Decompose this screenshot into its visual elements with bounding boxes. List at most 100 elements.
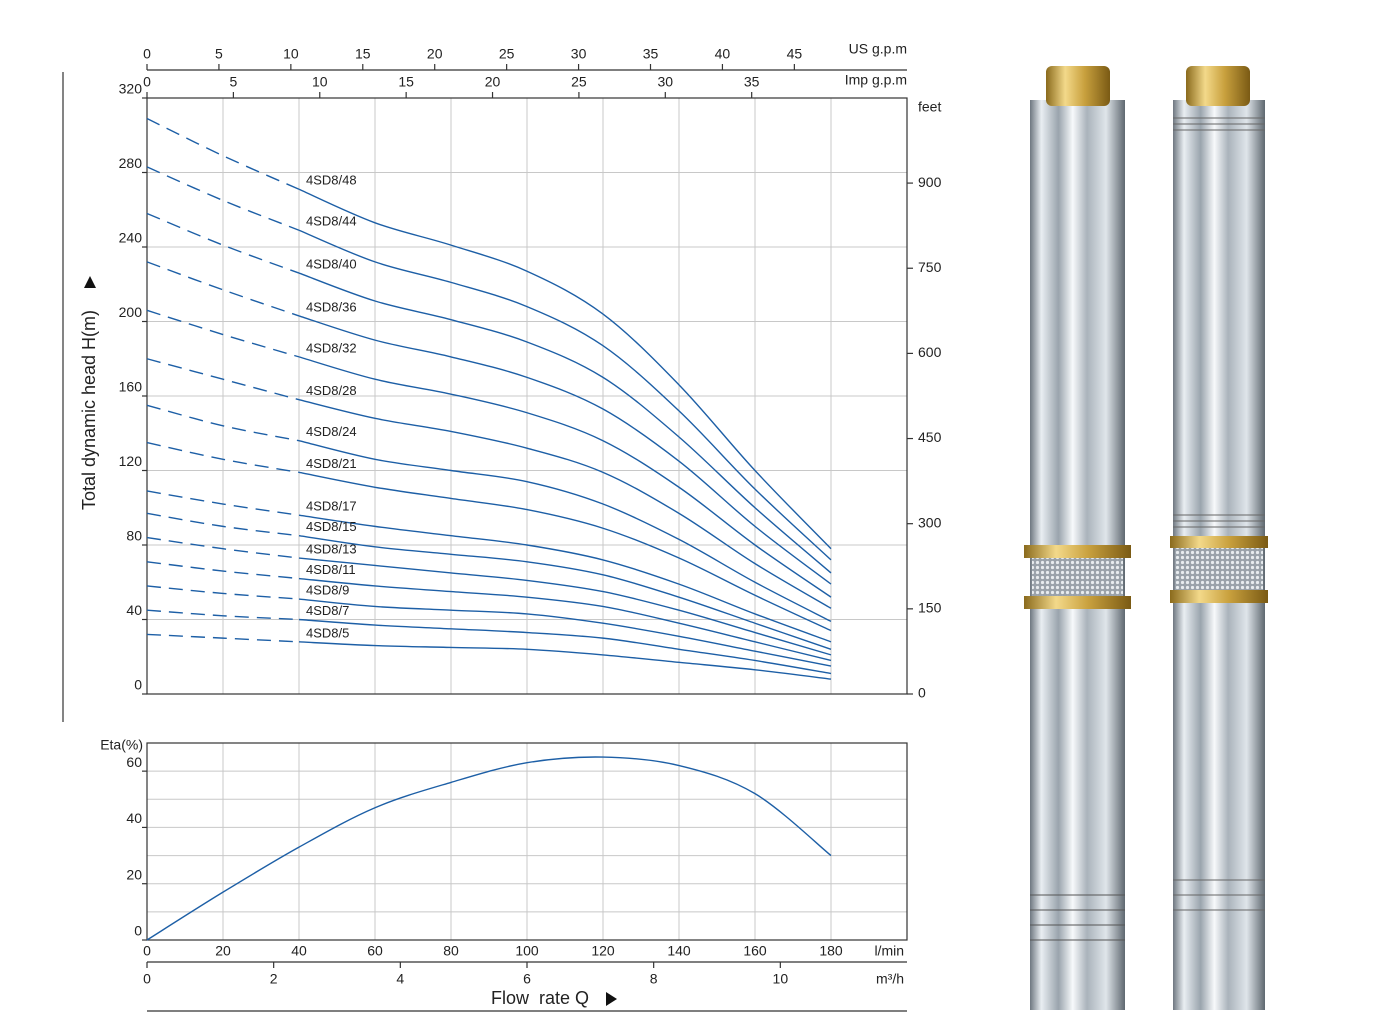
curve <box>298 641 832 680</box>
top-tick-label: 10 <box>312 74 328 90</box>
curve <box>298 315 832 585</box>
x-tick-label: 80 <box>443 943 459 959</box>
curve-label: 4SD8/9 <box>306 582 349 597</box>
top-tick-label: 15 <box>398 74 414 90</box>
x-tick-label: 140 <box>667 943 691 959</box>
top-tick-label: 20 <box>427 46 443 62</box>
x2-tick-label: 8 <box>650 971 658 987</box>
pump-head <box>1186 66 1250 106</box>
pump-ring <box>1170 590 1268 603</box>
y2-tick-label: 300 <box>918 514 942 530</box>
pump-ring <box>1024 545 1131 558</box>
y2-tick-label: 0 <box>918 685 926 701</box>
curve-label: 4SD8/36 <box>306 299 357 314</box>
curve <box>298 229 832 561</box>
curve <box>146 609 300 621</box>
curve <box>298 188 832 550</box>
y-axis-title: Total dynamic head H(m) <box>79 310 99 510</box>
top-tick-label: 40 <box>715 46 731 62</box>
y-tick-label: 80 <box>126 528 142 544</box>
curve-label: 4SD8/7 <box>306 603 349 618</box>
curve <box>298 399 832 609</box>
curve <box>298 272 832 574</box>
curve <box>146 309 300 358</box>
y2-tick-label: 750 <box>918 259 942 275</box>
pump-ring <box>1024 596 1131 609</box>
top-tick-label: 0 <box>143 74 151 90</box>
curve <box>146 441 300 474</box>
curve <box>298 514 832 643</box>
curve-label: 4SD8/24 <box>306 424 357 439</box>
x2-tick-label: 10 <box>773 971 789 987</box>
curve <box>146 512 300 537</box>
top-tick-label: 20 <box>485 74 501 90</box>
curve <box>298 471 832 632</box>
top-tick-label: 30 <box>571 46 587 62</box>
y-tick-label: 60 <box>126 754 142 770</box>
y-axis-title: Eta(%) <box>100 737 143 753</box>
curve-label: 4SD8/17 <box>306 499 357 514</box>
y-tick-label: 240 <box>119 230 143 246</box>
y-tick-label: 120 <box>119 453 143 469</box>
x-axis-unit: m³/h <box>876 971 904 987</box>
pump-mesh <box>1175 548 1263 590</box>
top-tick-label: 35 <box>744 74 760 90</box>
curve <box>298 557 832 656</box>
top-tick-label: 5 <box>229 74 237 90</box>
pump-image <box>1024 66 1131 1010</box>
curve <box>298 356 832 598</box>
curve <box>298 598 832 667</box>
x-tick-label: 180 <box>819 943 843 959</box>
top-tick-label: 25 <box>499 46 515 62</box>
arrow-icon <box>84 276 96 288</box>
top-tick-label: 30 <box>658 74 674 90</box>
curve <box>146 585 300 600</box>
x2-tick-label: 0 <box>143 971 151 987</box>
y-tick-label: 160 <box>119 379 143 395</box>
y2-tick-label: 450 <box>918 429 942 445</box>
curve <box>146 536 300 559</box>
curve-label: 4SD8/40 <box>306 257 357 272</box>
y-tick-label: 280 <box>119 155 143 171</box>
y2-tick-label: 900 <box>918 174 942 190</box>
x-tick-label: 160 <box>743 943 767 959</box>
curve <box>146 490 300 516</box>
efficiency-curve <box>146 756 832 941</box>
top-tick-label: 45 <box>787 46 803 62</box>
plot-frame <box>146 742 908 941</box>
curve-label: 4SD8/28 <box>306 383 357 398</box>
x-tick-label: 60 <box>367 943 383 959</box>
pump-grooves <box>1030 894 1125 941</box>
curve <box>146 261 300 317</box>
pump-image <box>1170 66 1268 1010</box>
curve-label: 4SD8/21 <box>306 456 357 471</box>
pump-head <box>1046 66 1110 106</box>
curve <box>298 618 832 675</box>
curve-label: 4SD8/48 <box>306 173 357 188</box>
pump-grooves <box>1173 117 1265 911</box>
y-tick-label: 40 <box>126 602 142 618</box>
curve-label: 4SD8/15 <box>306 519 357 534</box>
curve <box>146 404 300 442</box>
top-tick-label: 10 <box>283 46 299 62</box>
curve <box>146 561 300 580</box>
x-tick-label: 120 <box>591 943 615 959</box>
x2-tick-label: 2 <box>270 971 278 987</box>
pump-mesh <box>1032 558 1123 596</box>
curve-label: 4SD8/32 <box>306 340 357 355</box>
y2-tick-label: 150 <box>918 600 942 616</box>
top-tick-label: 35 <box>643 46 659 62</box>
y-tick-label: 200 <box>119 304 143 320</box>
y2-axis-title: feet <box>918 99 941 115</box>
x-tick-label: 100 <box>515 943 539 959</box>
curve <box>146 633 300 643</box>
y-tick-label: 40 <box>126 810 142 826</box>
curve-label: 4SD8/11 <box>306 562 356 577</box>
curve <box>298 577 832 662</box>
curve <box>298 534 832 650</box>
curve <box>298 440 832 622</box>
top-tick-label: 5 <box>215 46 223 62</box>
x2-tick-label: 4 <box>396 971 404 987</box>
curve-label: 4SD8/13 <box>306 541 357 556</box>
